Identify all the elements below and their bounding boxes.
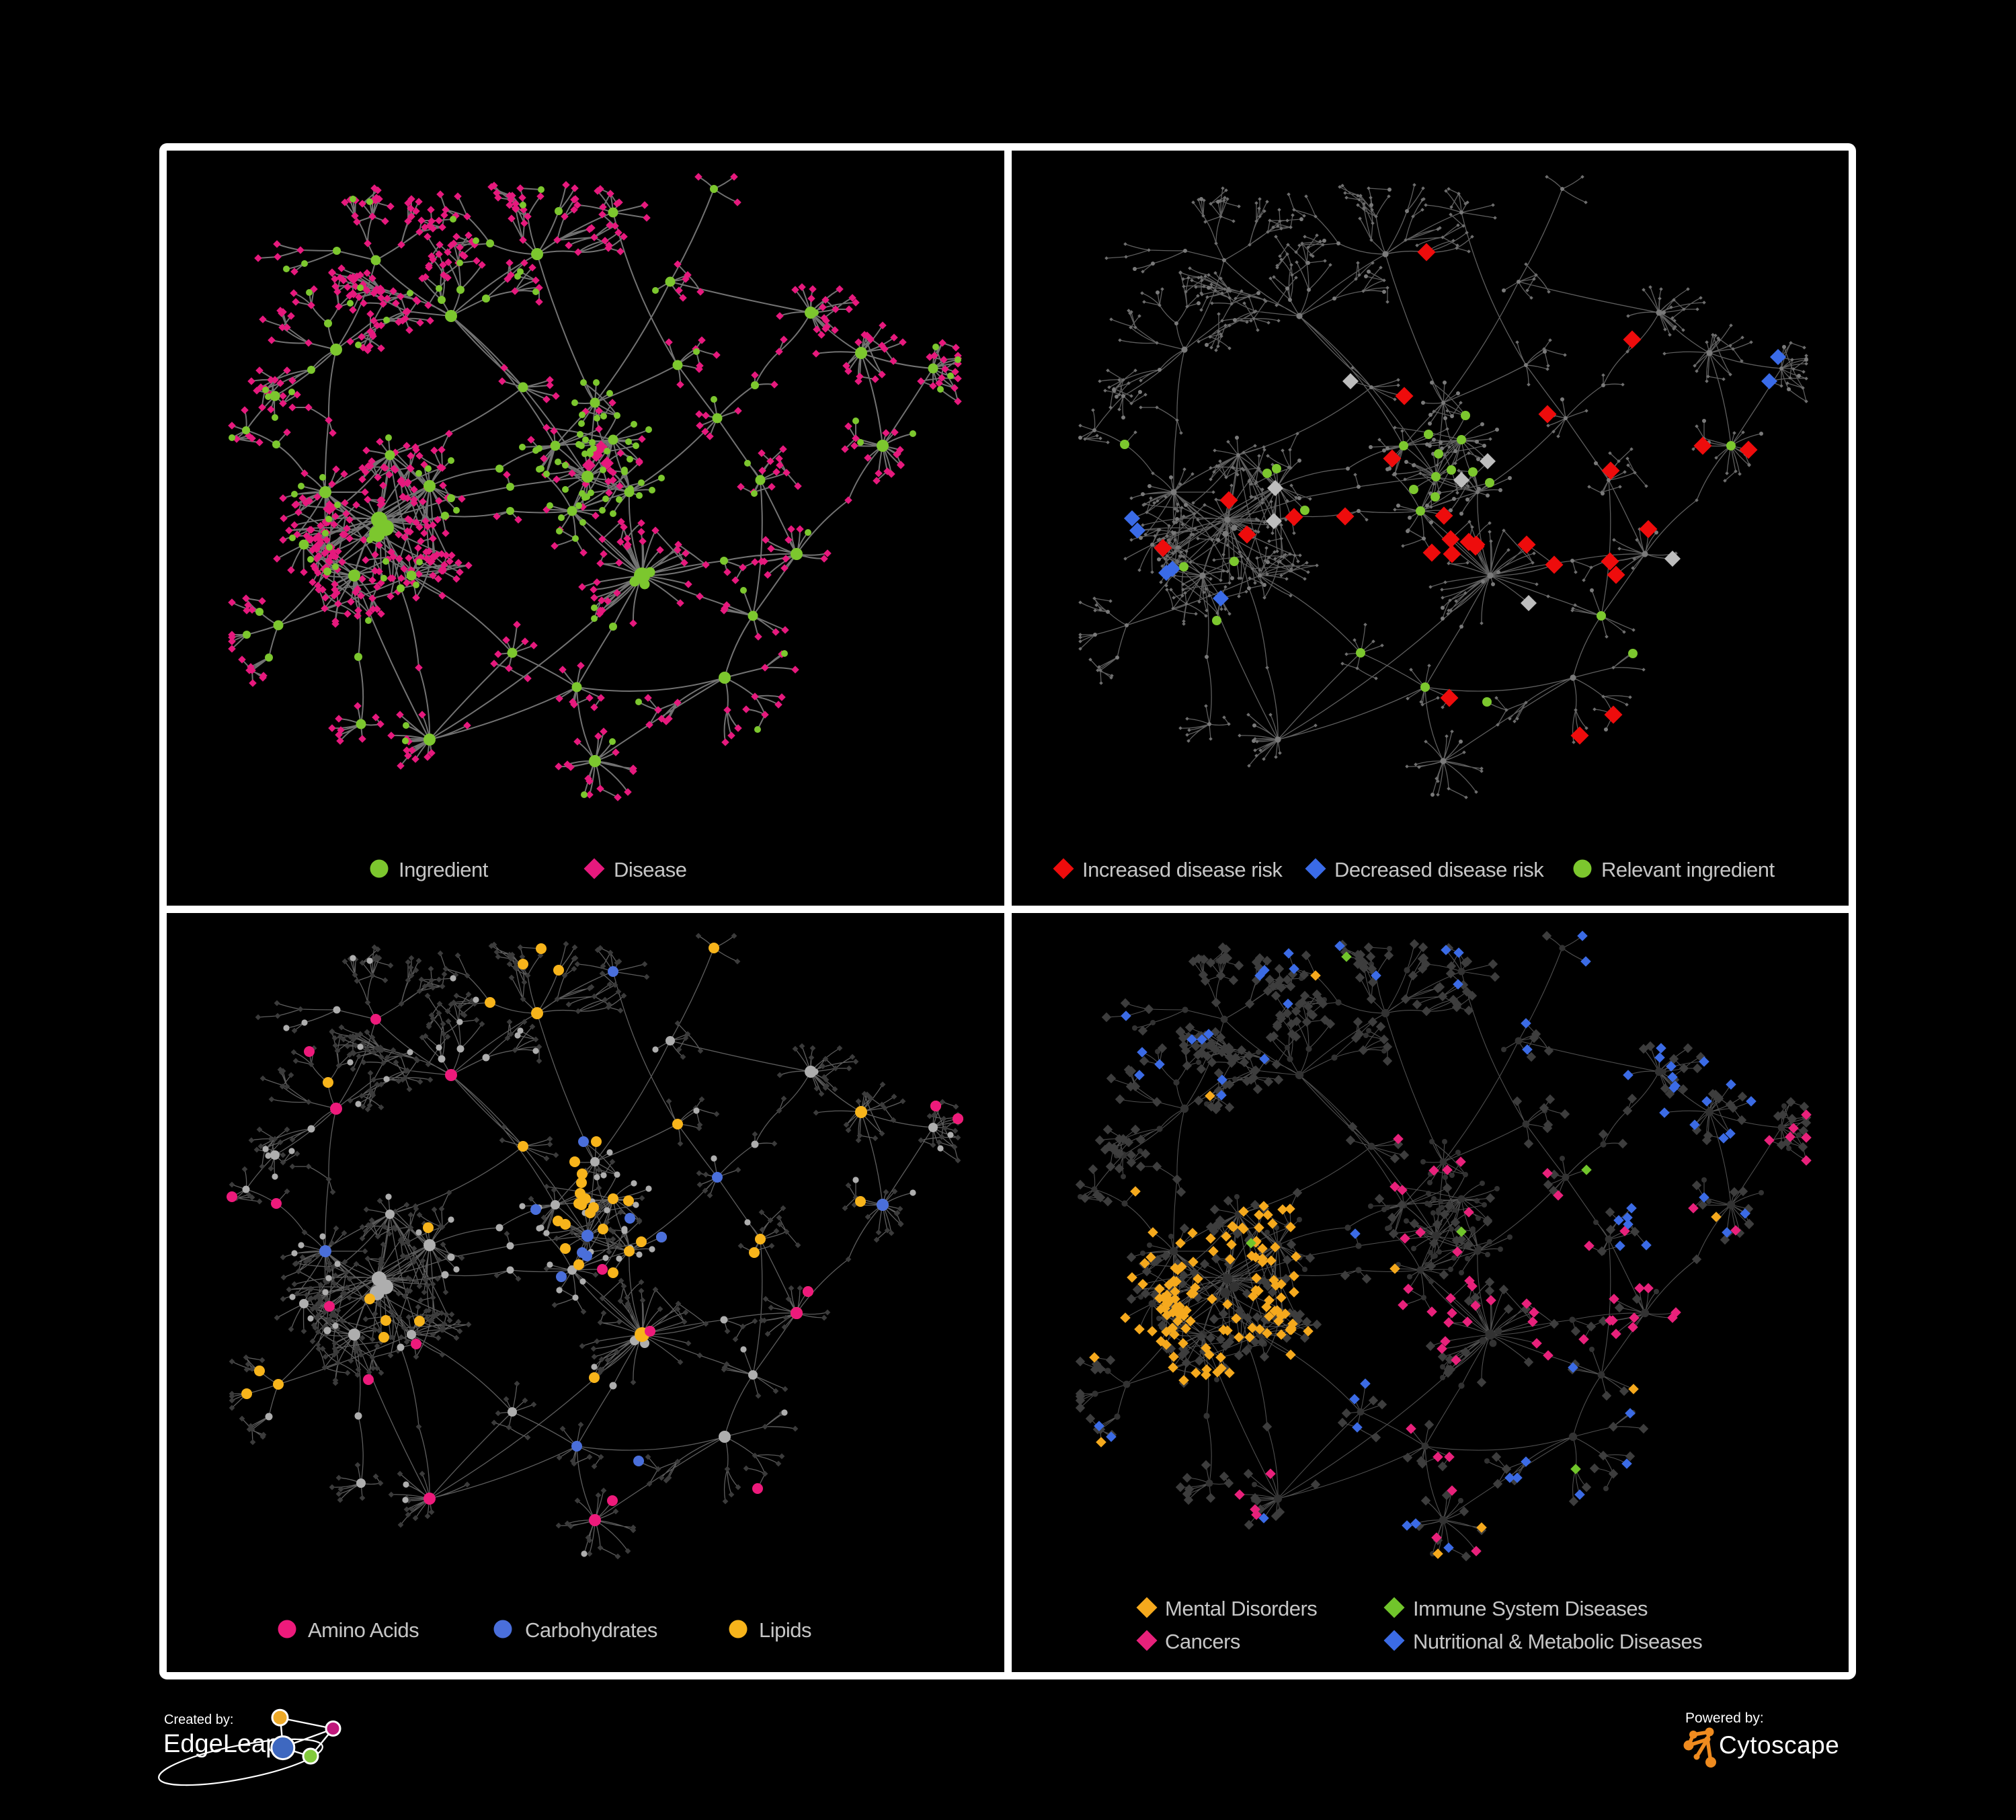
svg-text:Carbohydrates: Carbohydrates — [525, 1618, 657, 1642]
svg-text:Relevant ingredient: Relevant ingredient — [1601, 858, 1775, 881]
svg-text:Powered by:: Powered by: — [1685, 1710, 1764, 1726]
svg-text:Lipids: Lipids — [759, 1618, 811, 1642]
svg-text:Cancers: Cancers — [1165, 1630, 1240, 1653]
svg-text:Ingredient: Ingredient — [399, 858, 489, 881]
svg-text:Mental Disorders: Mental Disorders — [1165, 1597, 1317, 1620]
svg-text:Created by:: Created by: — [164, 1712, 233, 1727]
svg-text:Immune System Diseases: Immune System Diseases — [1413, 1597, 1648, 1620]
svg-text:Decreased disease risk: Decreased disease risk — [1334, 858, 1544, 881]
svg-text:Cytoscape: Cytoscape — [1719, 1731, 1839, 1759]
svg-text:Amino Acids: Amino Acids — [308, 1618, 419, 1642]
svg-text:EdgeLeap: EdgeLeap — [163, 1730, 280, 1758]
svg-text:Increased disease risk: Increased disease risk — [1082, 858, 1283, 881]
svg-text:Nutritional & Metabolic Diseas: Nutritional & Metabolic Diseases — [1413, 1630, 1702, 1653]
svg-text:Disease: Disease — [614, 858, 687, 881]
